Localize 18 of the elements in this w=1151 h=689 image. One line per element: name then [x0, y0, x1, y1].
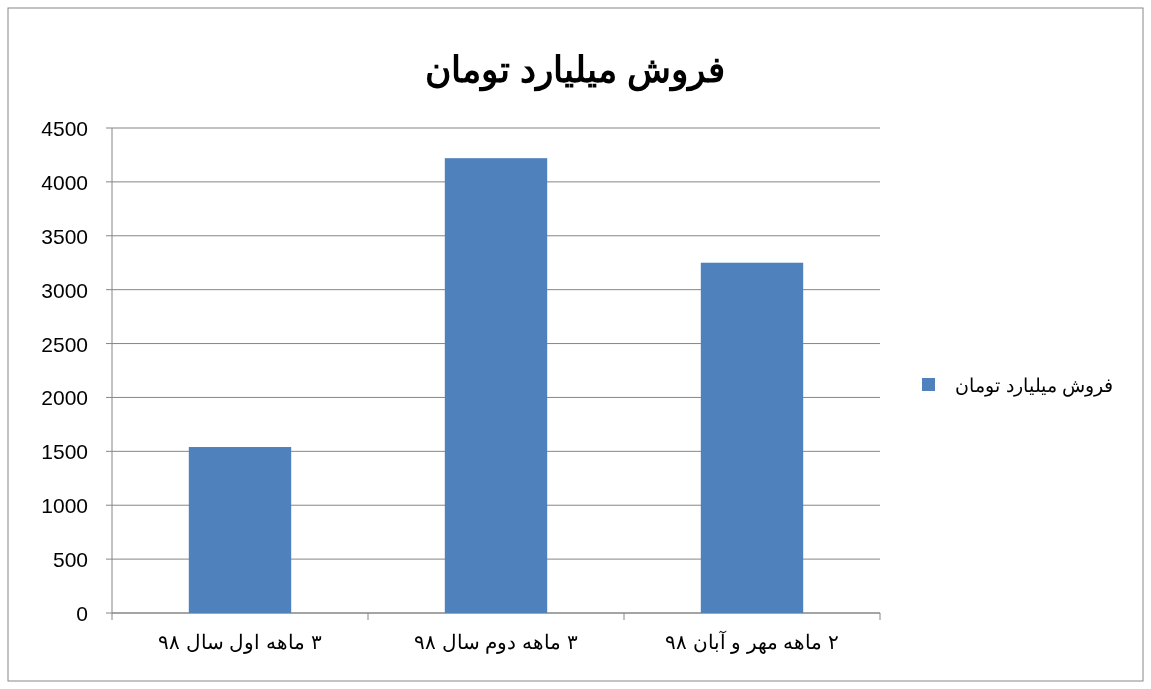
- y-tick-label: 500: [52, 548, 88, 572]
- bar: [188, 447, 292, 613]
- y-tick-label: 0: [76, 602, 88, 625]
- y-tick-label: 1000: [41, 494, 88, 518]
- y-tick-label: 2000: [41, 386, 88, 410]
- chart-title: فروش میلیارد تومان: [424, 49, 726, 92]
- y-tick-label: 3000: [41, 278, 88, 302]
- x-tick-label: ۲ ماهه مهر و آبان ۹۸: [665, 630, 839, 654]
- y-tick-label: 4500: [41, 117, 88, 140]
- y-tick-label: 2500: [41, 332, 88, 356]
- x-tick-label: ۳ ماهه اول سال ۹۸: [158, 631, 322, 654]
- legend-label: فروش میلیارد تومان: [955, 375, 1113, 397]
- bar: [700, 262, 804, 613]
- y-tick-label: 4000: [41, 170, 88, 194]
- bar: [444, 158, 548, 613]
- y-tick-label: 1500: [41, 440, 88, 464]
- x-tick-label: ۳ ماهه دوم سال ۹۸: [414, 631, 578, 654]
- y-tick-label: 3500: [41, 224, 88, 248]
